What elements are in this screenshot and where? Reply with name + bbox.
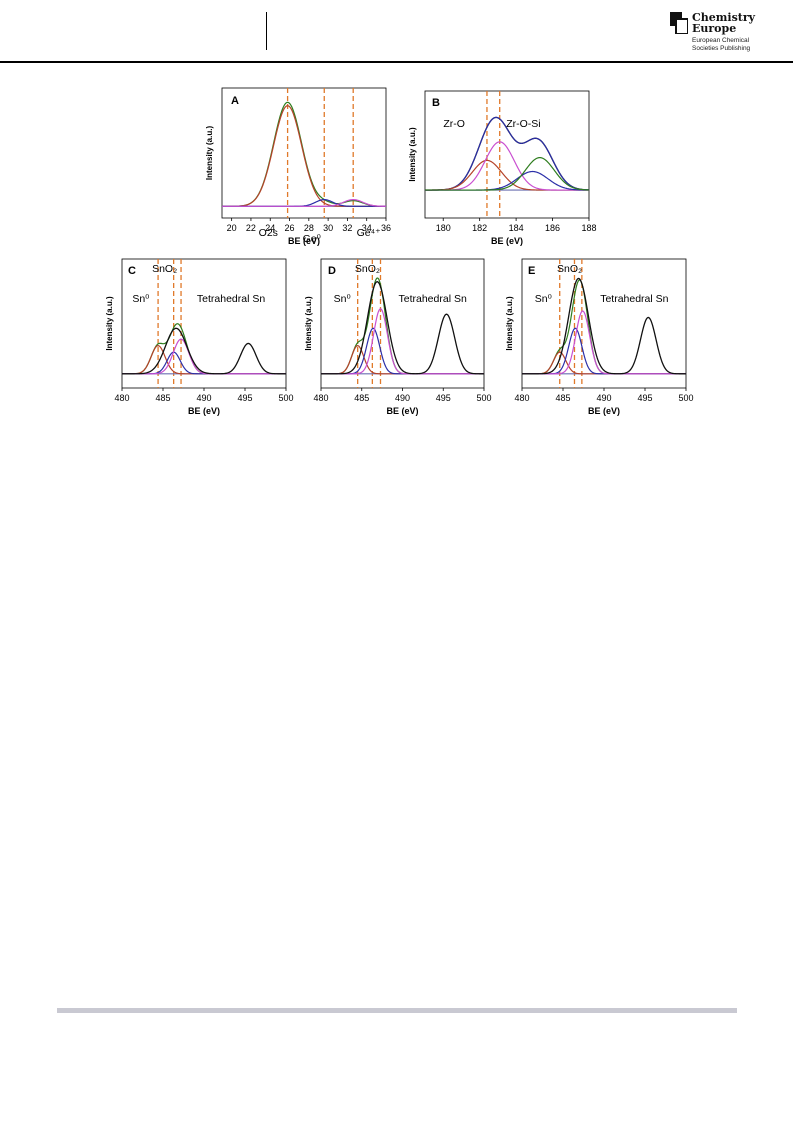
plot-frame bbox=[521, 258, 687, 389]
peak-annotation: Ge⁴⁺ bbox=[357, 227, 382, 239]
chart-panel-e: 480 485 490 495 500 BE (eV) Intensity (a.u.) E S… bbox=[505, 258, 694, 416]
spectrum-curve-blue bbox=[522, 327, 686, 375]
x-tick-label: 485 bbox=[155, 393, 170, 403]
x-axis-label: BE (eV) bbox=[188, 406, 220, 416]
peak-annotation: SnO₂ bbox=[355, 263, 380, 275]
x-tick-label: 26 bbox=[285, 223, 295, 233]
y-axis-label: Intensity (a.u.) bbox=[105, 296, 114, 351]
spectrum-curve-green bbox=[425, 157, 590, 191]
spectrum-curve-red bbox=[222, 105, 386, 207]
spectrum-curve-magenta bbox=[122, 338, 286, 375]
x-tick-label: 24 bbox=[265, 223, 275, 233]
x-tick-label: 20 bbox=[227, 223, 237, 233]
x-tick-label: 495 bbox=[237, 393, 252, 403]
x-axis-label: BE (eV) bbox=[588, 406, 620, 416]
spectrum-curve-black bbox=[321, 281, 484, 375]
panel-letter: B bbox=[432, 97, 440, 109]
header-divider-vertical bbox=[266, 12, 267, 50]
spectrum-curve-blue bbox=[321, 327, 484, 375]
peak-annotation: Ge⁰ bbox=[303, 233, 322, 245]
x-tick-label: 495 bbox=[436, 393, 451, 403]
y-axis-label: Intensity (a.u.) bbox=[505, 296, 514, 351]
panel-letter: D bbox=[328, 265, 336, 277]
peak-annotation: Tetrahedral Sn bbox=[600, 293, 668, 305]
x-tick-label: 480 bbox=[514, 393, 529, 403]
chart-panel-c: 480 485 490 495 500 BE (eV) Intensity (a.u.) C S… bbox=[105, 258, 294, 416]
plot-frame bbox=[221, 87, 387, 219]
peak-annotation: Tetrahedral Sn bbox=[399, 293, 467, 305]
x-tick-label: 188 bbox=[581, 223, 596, 233]
x-tick-label: 184 bbox=[509, 223, 524, 233]
spectrum-curve-magenta bbox=[522, 310, 686, 375]
x-tick-label: 485 bbox=[555, 393, 570, 403]
publisher-logo[interactable]: Chemistry Europe European Chemical Socie… bbox=[670, 12, 760, 54]
spectrum-curve-red bbox=[321, 345, 484, 375]
peak-annotation: SnO₂ bbox=[557, 263, 582, 275]
spectrum-curve-black bbox=[122, 327, 286, 375]
y-axis-label: Intensity (a.u.) bbox=[408, 127, 417, 182]
x-tick-label: 490 bbox=[395, 393, 410, 403]
header-rule bbox=[0, 61, 793, 63]
x-axis-label: BE (eV) bbox=[386, 406, 418, 416]
x-axis-label: BE (eV) bbox=[491, 236, 523, 246]
chemistry-europe-logo-icon bbox=[670, 12, 688, 34]
x-tick-label: 30 bbox=[323, 223, 333, 233]
logo-title-line2: Europe bbox=[692, 22, 737, 35]
x-tick-label: 490 bbox=[196, 393, 211, 403]
spectrum-curve-black bbox=[522, 277, 686, 375]
plot-frame bbox=[320, 258, 485, 389]
peak-annotation: Zr-O-Si bbox=[506, 118, 540, 130]
logo-subtitle-line2: Societies Publishing bbox=[692, 45, 751, 52]
panel-letter: E bbox=[528, 265, 535, 277]
logo-subtitle-line1: European Chemical bbox=[692, 37, 750, 44]
x-tick-label: 28 bbox=[304, 223, 314, 233]
peak-annotation: SnO₂ bbox=[152, 263, 177, 275]
x-tick-label: 500 bbox=[476, 393, 491, 403]
x-tick-label: 186 bbox=[545, 223, 560, 233]
plot-frame bbox=[121, 258, 287, 389]
x-tick-label: 22 bbox=[246, 223, 256, 233]
x-tick-label: 500 bbox=[678, 393, 693, 403]
peak-annotation: Zr-O bbox=[443, 118, 465, 130]
x-tick-label: 480 bbox=[114, 393, 129, 403]
peak-annotation: Tetrahedral Sn bbox=[197, 293, 265, 305]
peak-annotation: Sn⁰ bbox=[334, 293, 352, 305]
y-axis-label: Intensity (a.u.) bbox=[205, 126, 214, 181]
x-tick-label: 485 bbox=[354, 393, 369, 403]
x-tick-label: 180 bbox=[436, 223, 451, 233]
panel-letter: A bbox=[231, 95, 239, 107]
x-tick-label: 32 bbox=[342, 223, 352, 233]
x-tick-label: 480 bbox=[313, 393, 328, 403]
x-tick-label: 490 bbox=[596, 393, 611, 403]
logo-title-line1: Chemistry bbox=[692, 11, 756, 24]
spectrum-curve-magenta bbox=[222, 198, 387, 207]
x-axis-label: BE (eV) bbox=[288, 236, 320, 246]
panel-letter: C bbox=[128, 265, 136, 277]
x-tick-label: 182 bbox=[472, 223, 487, 233]
footer-bar bbox=[57, 1008, 737, 1013]
spectrum-curve-magenta bbox=[321, 308, 484, 375]
peak-annotation: O2s bbox=[259, 227, 278, 239]
peak-annotation: Sn⁰ bbox=[535, 293, 553, 305]
plot-frame bbox=[424, 90, 590, 219]
peak-annotation: Sn⁰ bbox=[132, 293, 150, 305]
y-axis-label: Intensity (a.u.) bbox=[304, 296, 313, 351]
x-tick-label: 34 bbox=[362, 223, 372, 233]
x-tick-label: 36 bbox=[381, 223, 391, 233]
spectrum-curve-blue bbox=[122, 351, 286, 375]
x-tick-label: 495 bbox=[637, 393, 652, 403]
chart-panel-a: 20 22 24 26 28 30 32 34 36 BE (eV) Intensity (a.u.… bbox=[205, 87, 391, 246]
chart-panel-d: 480 485 490 495 500 BE (eV) Intensity (a.u.) D S… bbox=[304, 258, 492, 416]
spectrum-curve-red bbox=[122, 345, 286, 375]
x-tick-label: 500 bbox=[278, 393, 293, 403]
